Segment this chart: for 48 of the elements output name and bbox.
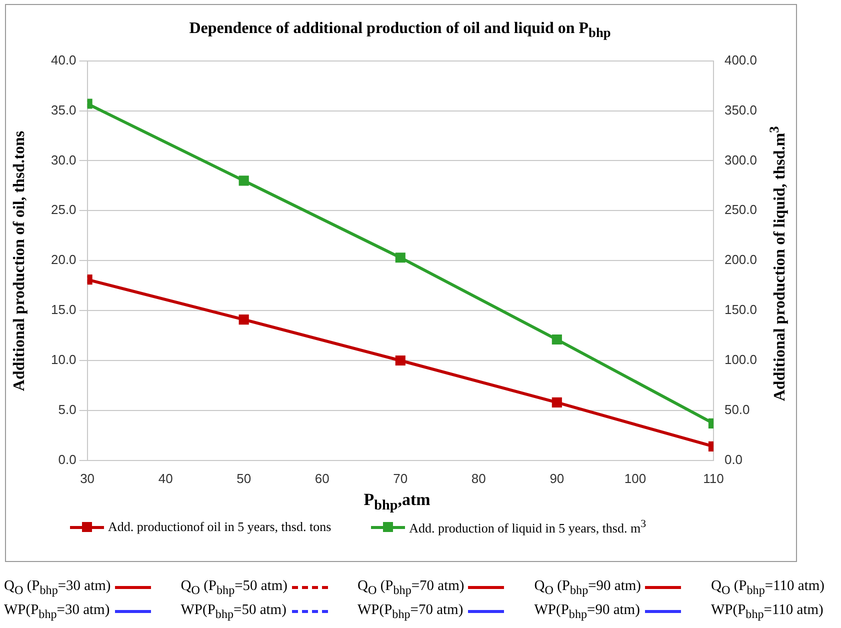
y-tick-label: 35.0 (50, 102, 76, 118)
legend-label: Add. production of liquid in 5 years, thsd. m$^{3}$ (409, 518, 646, 536)
text: WP(P$_{bhp}$=90 atm) (534, 602, 640, 622)
text: Q$_{O}$ (P$_{bhp}$=90 atm) (534, 578, 641, 598)
x-tick-label: 80 (471, 470, 486, 486)
y-tick-label: 10.0 (50, 352, 76, 368)
y2-tick-label: 50.0 (724, 402, 750, 418)
y2-tick-label: 100.0 (724, 352, 758, 368)
y-tick-label: 15.0 (50, 302, 76, 318)
y2-tick-label: 150.0 (724, 302, 758, 318)
legend-label: Add. productionof oil in 5 years, thsd. tons (108, 519, 332, 536)
x-tick-label: 50 (236, 470, 252, 486)
text: Q$_{O}$ (P$_{bhp}$=110 atm) (711, 578, 824, 598)
x-tick-label: 100 (624, 470, 646, 486)
point (238, 176, 249, 186)
y2-tick-label: 250.0 (724, 202, 758, 218)
y-tick-label: 25.0 (50, 202, 76, 218)
point (552, 397, 562, 408)
text: Q$_{O}$ (P$_{bhp}$=70 atm) (358, 578, 464, 598)
x-tick-label: 40 (158, 470, 173, 486)
x-tick-label: 60 (314, 470, 330, 486)
x-tick-label: 30 (80, 470, 95, 486)
text: WP(P$_{bhp}$=110 atm) (711, 602, 824, 622)
text: WP(P$_{bhp}$=30 atm) (4, 602, 110, 622)
y-tick-label: 5.0 (58, 402, 76, 418)
y2-tick-label: 300.0 (724, 152, 758, 168)
y-tick-label: 40.0 (50, 52, 76, 68)
x-tick-label: 70 (393, 470, 408, 486)
x-tick-label: 110 (703, 470, 724, 486)
y2-tick-label: 0.0 (724, 452, 743, 467)
point (552, 334, 562, 345)
x-tick-label: 90 (550, 470, 564, 486)
point (238, 314, 249, 325)
y2-tick-label: 400.0 (724, 52, 758, 68)
y2-tick-label: 200.0 (724, 252, 758, 268)
text: Q$_{O}$ (P$_{bhp}$=50 atm) (180, 578, 288, 598)
point (395, 355, 406, 366)
y2-tick-label: 350.0 (724, 102, 758, 118)
chart-title: Dependence of additional production of oil and liquid on P$_{bhp}$ (188, 20, 612, 42)
y-tick-label: 20.0 (50, 252, 76, 268)
y-tick-label: 0.0 (58, 452, 76, 467)
point (395, 252, 406, 263)
y-axis-title: Additional production of oil, thsd.tons (11, 130, 29, 394)
text: WP(P$_{bhp}$=50 atm) (180, 602, 286, 622)
text: Q$_{O}$ (P$_{bhp}$=30 atm) (4, 578, 111, 598)
x-axis-title: P$_{bhp}$,atm (362, 490, 432, 514)
y-tick-label: 30.0 (50, 152, 76, 168)
text: WP(P$_{bhp}$=70 atm) (358, 602, 464, 622)
